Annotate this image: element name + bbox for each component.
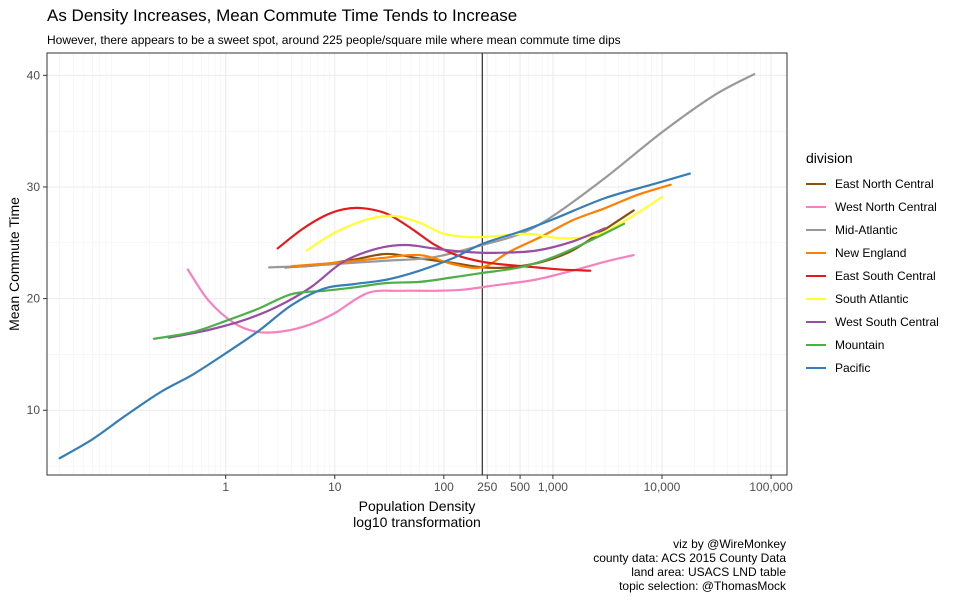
chart-subtitle: However, there appears to be a sweet spo… <box>47 33 621 47</box>
legend-label: Pacific <box>835 360 871 375</box>
legend-label: Mountain <box>835 337 885 352</box>
series-line-west-south-central <box>167 227 607 339</box>
legend-item-east-south-central: East South Central <box>806 264 939 287</box>
legend-key-west-north-central <box>806 205 826 208</box>
series-line-west-north-central <box>186 253 635 334</box>
caption-line-topic-selection: topic selection: @ThomasMock <box>619 579 786 593</box>
legend-item-mountain: Mountain <box>806 333 939 356</box>
x-tick-label: 10 <box>328 480 342 494</box>
y-tick-label: 30 <box>27 180 41 194</box>
caption-line-land-area: land area: USACS LND table <box>631 565 786 579</box>
y-tick-label: 40 <box>27 68 41 82</box>
series-line-mountain <box>152 222 626 340</box>
legend-key-east-north-central <box>806 182 826 185</box>
legend-key-pacific <box>806 366 826 369</box>
legend-item-new-england: New England <box>806 241 939 264</box>
legend-label: East North Central <box>835 176 934 191</box>
legend-key-mountain <box>806 343 826 346</box>
legend-label: West South Central <box>835 314 939 329</box>
caption-line-county-data: county data: ACS 2015 County Data <box>593 551 786 565</box>
legend-item-west-south-central: West South Central <box>806 310 939 333</box>
legend-label: New England <box>835 245 907 260</box>
minor-gridlines <box>47 53 787 475</box>
x-axis-ticks: 1 10 100 250 500 1,000 10,000 100,000 <box>222 475 793 494</box>
legend: division East North Central West North Ce… <box>806 150 939 379</box>
x-axis-label-line-1: Population Density <box>359 498 476 514</box>
series-line-mid-atlantic <box>268 73 756 269</box>
series-line-pacific <box>58 172 691 460</box>
series-line-east-north-central <box>283 209 635 270</box>
series-line-south-atlantic <box>305 195 664 252</box>
x-axis-label-line-2: log10 transformation <box>353 514 481 530</box>
legend-item-west-north-central: West North Central <box>806 195 939 218</box>
y-axis-label: Mean Commute Time <box>6 197 22 331</box>
caption-line-viz: viz by @WireMonkey <box>673 537 786 551</box>
legend-key-west-south-central <box>806 320 826 323</box>
x-tick-label: 250 <box>477 480 497 494</box>
legend-label: West North Central <box>835 199 937 214</box>
series-layer <box>58 73 756 460</box>
legend-item-south-atlantic: South Atlantic <box>806 287 939 310</box>
series-line-east-south-central <box>276 206 592 272</box>
legend-label: South Atlantic <box>835 291 909 306</box>
series-line-new-england <box>290 183 672 270</box>
legend-key-new-england <box>806 251 826 254</box>
panel-border <box>46 52 788 476</box>
x-tick-label: 100 <box>434 480 454 494</box>
x-tick-label: 1,000 <box>538 480 568 494</box>
legend-key-east-south-central <box>806 274 826 277</box>
x-tick-label: 1 <box>222 480 229 494</box>
legend-item-mid-atlantic: Mid-Atlantic <box>806 218 939 241</box>
legend-title: division <box>806 150 853 166</box>
legend-item-pacific: Pacific <box>806 356 939 379</box>
legend-key-south-atlantic <box>806 297 826 300</box>
chart-title: As Density Increases, Mean Commute Time … <box>47 6 518 25</box>
y-axis-ticks: 10 20 30 40 <box>27 68 47 417</box>
legend-items: East North Central West North Central Mid-… <box>806 172 939 379</box>
x-tick-label: 10,000 <box>644 480 681 494</box>
y-tick-label: 10 <box>27 403 41 417</box>
x-tick-label: 500 <box>510 480 530 494</box>
legend-label: Mid-Atlantic <box>835 222 898 237</box>
legend-item-east-north-central: East North Central <box>806 172 939 195</box>
legend-label: East South Central <box>835 268 936 283</box>
legend-key-mid-atlantic <box>806 228 826 231</box>
major-gridlines <box>47 53 787 475</box>
caption: viz by @WireMonkey county data: ACS 2015… <box>593 537 786 593</box>
x-tick-label: 100,000 <box>749 480 793 494</box>
y-tick-label: 20 <box>27 292 41 306</box>
